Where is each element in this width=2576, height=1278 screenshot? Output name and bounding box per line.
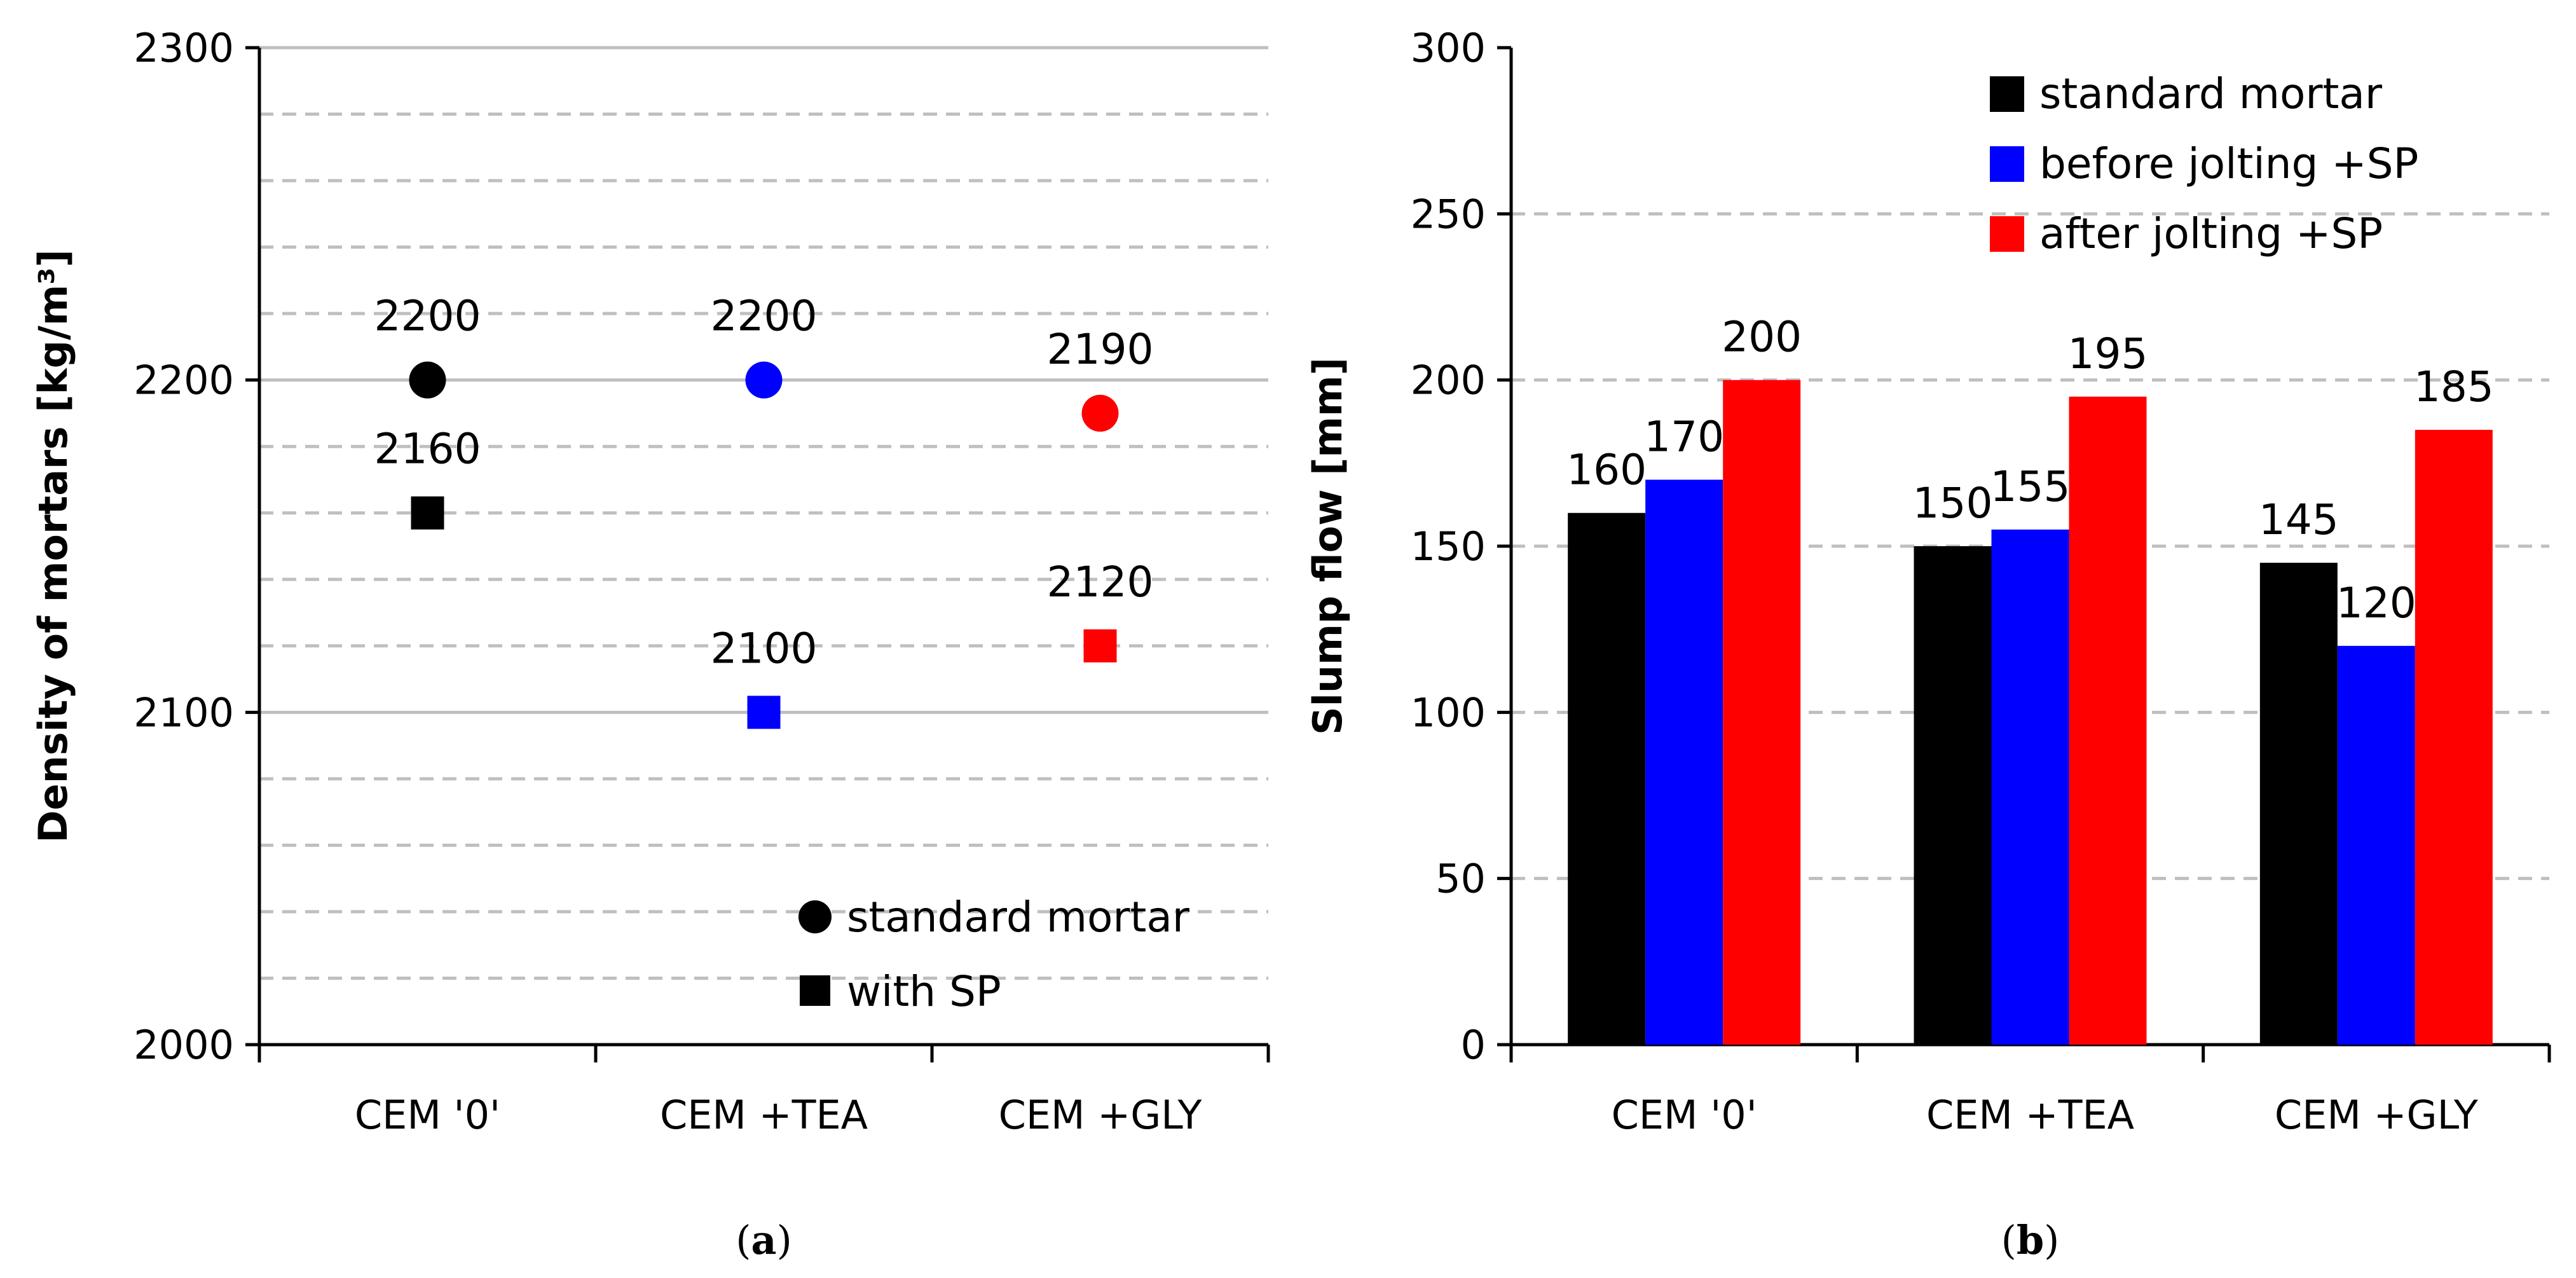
bar-before-jolting-sp [1991,529,2069,1045]
data-label: 195 [2068,329,2148,378]
data-label: 120 [2336,579,2416,628]
bar-before-jolting-sp [2337,645,2415,1045]
y-tick-label: 100 [1411,689,1486,736]
x-category-label: CEM +TEA [660,1092,868,1138]
caption-b: (b) [2001,1217,2060,1263]
legend-label-with-sp: with SP [847,967,1001,1016]
data-label: 155 [1990,462,2071,511]
bar-standard-mortar [1568,512,1646,1045]
y-tick-label: 2100 [134,689,234,736]
bar-standard-mortar [2259,563,2338,1045]
point-standard-mortar [745,361,783,399]
data-label: 2200 [374,292,481,341]
y-tick-label: 2200 [134,357,234,404]
bar-after-jolting-sp [2069,396,2147,1045]
caption-paren: ( [736,1217,751,1263]
data-label: 200 [1722,313,1802,362]
data-label: 160 [1566,446,1647,495]
data-label: 2200 [711,292,818,341]
bar-after-jolting-sp [2415,430,2493,1045]
bar-standard-mortar [1914,546,1992,1045]
y-tick-label: 0 [1461,1022,1486,1068]
legend-label: before jolting +SP [2039,139,2418,188]
x-category-label: CEM +TEA [1926,1092,2134,1138]
x-category-label: CEM +GLY [2275,1092,2478,1138]
legend-label: standard mortar [2039,69,2383,118]
y-tick-label: 2300 [134,25,234,71]
point-with-sp [411,496,444,530]
legend-swatch [1990,146,2024,182]
caption-paren: ( [2001,1217,2017,1263]
caption-a: (a) [736,1217,792,1263]
point-with-sp [747,696,781,729]
y-axis-title: Density of mortars [kg/m³] [30,249,76,843]
caption-letter: a [751,1217,776,1263]
bar-before-jolting-sp [1645,479,1723,1045]
caption-letter: b [2017,1217,2044,1263]
x-category-label: CEM '0' [355,1092,500,1138]
data-label: 145 [2259,495,2339,544]
point-standard-mortar [409,361,446,399]
y-tick-label: 300 [1411,25,1486,71]
legend-swatch [1990,216,2024,252]
caption-paren: ) [2044,1217,2059,1263]
y-tick-label: 50 [1435,856,1486,902]
slump-flow-panel: 0 50 100 150 200 250 300 CEM '0' CEM +TEA CEM +GL… [1305,25,2551,1263]
legend-label-standard-mortar: standard mortar [847,893,1190,942]
y-tick-label: 250 [1411,191,1486,237]
x-category-label: CEM +GLY [999,1092,1202,1138]
data-label: 150 [1913,479,1993,528]
data-label: 2100 [711,624,818,673]
density-panel: 2000 2100 2200 2300 CEM '0' CEM +TEA CEM +GLY D… [30,25,1270,1263]
point-standard-mortar [1081,394,1119,432]
y-tick-label: 2000 [134,1022,234,1068]
legend-marker-standard-mortar [798,900,832,933]
data-label: 2120 [1047,558,1154,607]
bar-after-jolting-sp [1723,380,1801,1045]
y-axis-title: Slump flow [mm] [1305,357,1351,735]
legend-label: after jolting +SP [2039,209,2383,258]
data-label: 2160 [374,425,481,474]
y-tick-label: 150 [1411,523,1486,570]
data-label: 2190 [1047,325,1154,374]
caption-paren: ) [777,1217,792,1263]
legend-marker-with-sp [800,975,830,1006]
legend-swatch [1990,76,2024,112]
data-label: 185 [2414,362,2494,411]
point-with-sp [1083,629,1117,663]
y-tick-label: 200 [1411,357,1486,404]
x-category-label: CEM '0' [1612,1092,1757,1138]
data-label: 170 [1644,412,1724,461]
